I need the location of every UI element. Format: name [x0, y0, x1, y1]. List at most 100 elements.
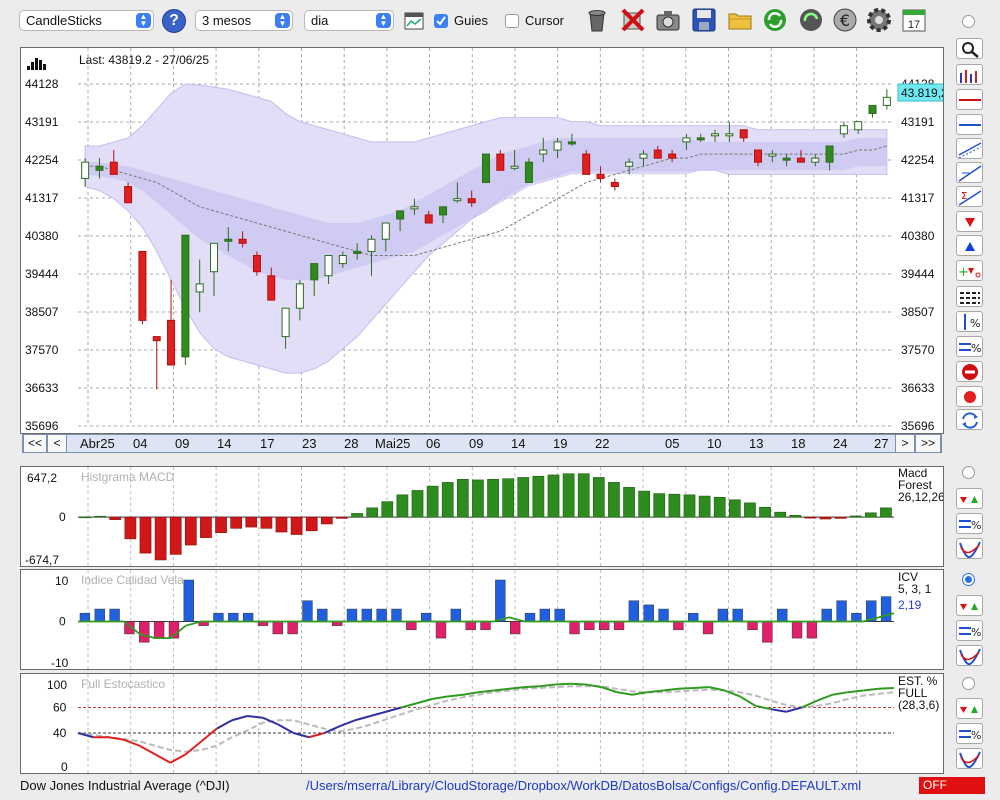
stochastic-k-segment — [570, 682, 587, 686]
price-chart[interactable]: 4412844128431914319142254422544131741317… — [21, 48, 943, 433]
currency-icon[interactable]: € — [832, 7, 858, 33]
icv-info-line: ICV — [898, 570, 918, 584]
date-label: 05 — [665, 436, 680, 451]
no-entry-button[interactable] — [956, 361, 983, 382]
sync-button[interactable] — [956, 409, 983, 430]
icv-bar — [569, 621, 580, 635]
divergence-button[interactable] — [956, 748, 983, 769]
macd-bar — [683, 494, 696, 518]
signal-arrows-button[interactable] — [956, 488, 983, 509]
candle-body — [81, 161, 90, 179]
icv-bar — [272, 621, 283, 635]
levels-percent-button[interactable]: % — [956, 620, 983, 641]
candle-body — [582, 153, 591, 175]
signal-arrows-button[interactable] — [956, 698, 983, 719]
date-label: 09 — [469, 436, 484, 451]
candle-body — [124, 186, 133, 204]
macd-select-radio[interactable] — [962, 466, 975, 479]
update-icon[interactable] — [798, 7, 824, 33]
stochastic-k-segment — [616, 691, 633, 696]
nav-last-button[interactable]: >> — [915, 435, 941, 452]
stochastic-k-segment — [247, 715, 263, 719]
indicators-button[interactable] — [956, 64, 983, 85]
candle-body — [381, 222, 390, 240]
zoom-icon — [962, 42, 979, 58]
cursor-checkbox[interactable] — [505, 14, 519, 28]
folder-icon[interactable] — [727, 7, 753, 33]
channel-line-icon — [958, 142, 982, 159]
macd-panel[interactable]: 647,2 0 -674,7 Histgrama MACD Macd Forest 26,1… — [20, 466, 944, 567]
channel-line-button[interactable] — [956, 138, 983, 159]
macd-bar — [623, 487, 635, 518]
gear-icon[interactable] — [866, 7, 892, 33]
interval-select[interactable]: dia ▲ ▼ — [304, 10, 394, 31]
icv-bar — [406, 621, 417, 631]
icv-bar — [183, 579, 194, 622]
macd-bar — [789, 514, 802, 518]
icv-select-radio[interactable] — [962, 573, 975, 586]
macd-bar — [456, 479, 469, 518]
divergence-button[interactable] — [956, 645, 983, 666]
config-path[interactable]: /Users/mserra/Library/CloudStorage/Dropb… — [306, 778, 862, 793]
stochastic-k-segment — [601, 686, 618, 694]
icv-bar — [628, 600, 640, 622]
delete-icon[interactable] — [620, 7, 646, 33]
add-markers-button[interactable]: + — [956, 260, 983, 281]
candle-body — [238, 238, 247, 244]
levels-percent-button[interactable]: % — [956, 513, 983, 534]
signal-arrows-button[interactable] — [956, 595, 983, 616]
horizontal-line-red-button[interactable] — [956, 89, 983, 110]
horizontal-line-blue-button[interactable] — [956, 114, 983, 135]
horizontal-percent-button[interactable]: % — [956, 336, 983, 357]
stochastic-k-segment — [462, 691, 479, 696]
camera-icon[interactable] — [655, 7, 681, 33]
stochastic-k-segment — [739, 695, 756, 707]
nav-next-button[interactable]: > — [895, 435, 915, 452]
macd-bar — [608, 482, 620, 518]
date-label: 09 — [175, 436, 190, 451]
stochastic-k-segment — [123, 738, 140, 747]
record-button[interactable] — [956, 386, 983, 407]
fibonacci-line-button[interactable]: Σ — [956, 186, 983, 207]
macd-bar — [290, 516, 303, 535]
stochastic-select-radio[interactable] — [962, 677, 975, 690]
trend-line-button[interactable] — [956, 162, 983, 183]
icv-bar — [539, 608, 551, 622]
stochastic-panel[interactable]: 100 60 40 0 Full Estocastico EST. % FULL (28,3,… — [20, 673, 944, 774]
levels-percent-button[interactable]: % — [956, 723, 983, 744]
macd-bar — [880, 507, 892, 518]
vertical-percent-button[interactable]: % — [956, 311, 983, 332]
arrow-up-blue-button[interactable] — [956, 235, 983, 256]
zoom-button[interactable] — [956, 38, 983, 59]
trash-icon[interactable] — [584, 7, 610, 33]
chart-type-select[interactable]: CandleSticks ▲ ▼ — [19, 10, 154, 31]
stochastic-k-segment — [755, 704, 772, 711]
y-tick-label-left: 42254 — [25, 153, 59, 167]
guides-checkbox[interactable] — [434, 14, 448, 28]
nav-prev-button[interactable]: < — [47, 435, 67, 452]
arrow-down-red-button[interactable] — [956, 211, 983, 232]
horizontal-percent-icon: % — [959, 342, 981, 355]
help-icon[interactable]: ? — [162, 9, 186, 33]
refresh-icon[interactable] — [762, 7, 788, 33]
stoch-y-tick: 60 — [53, 701, 67, 715]
panel-select-radio[interactable] — [962, 15, 975, 28]
stochastic-k-segment — [77, 732, 94, 739]
nav-first-button[interactable]: << — [23, 435, 47, 452]
icv-bar — [791, 621, 803, 639]
candle-body — [496, 153, 505, 171]
period-select[interactable]: 3 mesos ▲ ▼ — [195, 10, 293, 31]
list-lines-button[interactable] — [956, 286, 983, 307]
icv-panel[interactable]: 10 0 -10 Indice Calidad Vela ICV 5, 3, 1 2,19 — [20, 569, 944, 670]
macd-bar — [336, 516, 348, 519]
stochastic-k-segment — [508, 686, 525, 690]
price-chart-panel[interactable]: 4412844128431914319142254422544131741317… — [20, 47, 944, 434]
icv-bar — [747, 621, 758, 631]
off-indicator[interactable]: OFF — [919, 777, 985, 794]
divergence-button[interactable] — [956, 538, 983, 559]
calendar-icon[interactable]: 17 — [901, 7, 927, 33]
save-icon[interactable] — [691, 7, 717, 33]
chart-settings-icon[interactable] — [404, 11, 424, 31]
stochastic-k-segment — [323, 725, 341, 734]
date-label: 24 — [833, 436, 848, 451]
